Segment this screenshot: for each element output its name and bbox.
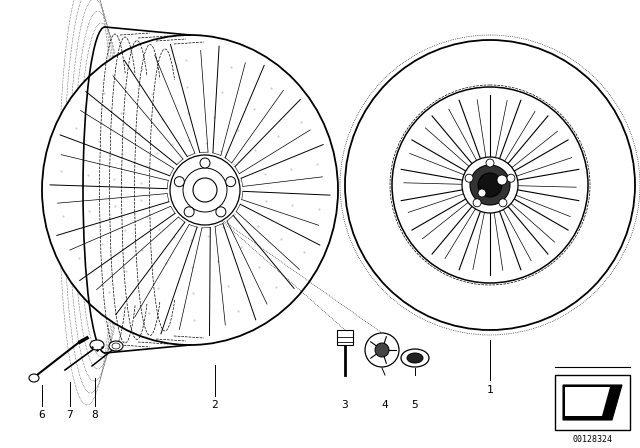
Ellipse shape [497,175,507,185]
Bar [337,330,353,345]
Text: 4: 4 [381,400,388,410]
Ellipse shape [407,353,423,363]
Ellipse shape [42,35,338,345]
Text: 5: 5 [412,400,419,410]
Ellipse shape [499,199,507,207]
Text: 8: 8 [92,410,99,420]
Ellipse shape [200,158,210,168]
Ellipse shape [365,333,399,367]
Ellipse shape [174,177,184,187]
Ellipse shape [486,159,494,167]
Ellipse shape [473,199,481,207]
Ellipse shape [216,207,226,217]
Ellipse shape [183,168,227,212]
Ellipse shape [462,157,518,213]
Ellipse shape [392,87,588,283]
Ellipse shape [401,349,429,367]
Ellipse shape [170,155,240,225]
Text: 6: 6 [38,410,45,420]
Ellipse shape [478,173,502,197]
Bar [555,375,630,430]
Ellipse shape [375,343,389,357]
Ellipse shape [465,174,473,182]
Ellipse shape [184,207,194,217]
Ellipse shape [90,340,104,350]
Ellipse shape [478,189,486,197]
Text: 3: 3 [342,400,348,410]
Ellipse shape [507,174,515,182]
Ellipse shape [109,341,123,351]
Text: 1: 1 [486,385,493,395]
Ellipse shape [193,178,217,202]
Ellipse shape [345,40,635,330]
Polygon shape [565,387,610,416]
Text: 7: 7 [67,410,74,420]
Text: 2: 2 [212,400,218,410]
Ellipse shape [29,374,39,382]
Ellipse shape [470,165,510,205]
Text: 00128324: 00128324 [573,435,612,444]
Ellipse shape [226,177,236,187]
Ellipse shape [112,343,120,349]
Polygon shape [563,385,622,420]
